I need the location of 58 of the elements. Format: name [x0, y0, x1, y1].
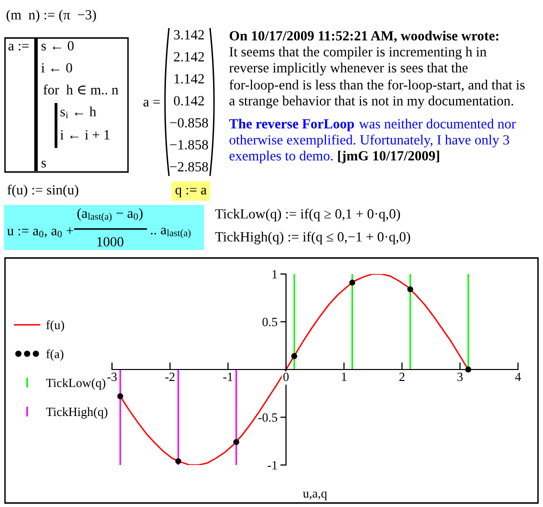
text: TickLow(q) := if(q ≥ 0,1 + 0·q,0) [215, 208, 400, 222]
text: .. a$_{last(a)}$ [150, 228, 191, 238]
legend-label: TickLow(q) [46, 378, 106, 390]
text: 1000 [97, 237, 124, 246]
text: −0.858 [170, 118, 208, 128]
text: −1.858 [170, 140, 208, 150]
point [233, 439, 240, 446]
legend-label: f(a) [46, 349, 64, 361]
text: 3.142 [174, 30, 204, 40]
y-tick-label: -0.5 [258, 413, 278, 422]
point [407, 286, 414, 292]
x-tick-label: -2 [165, 372, 175, 381]
x-tick-label: 4 [515, 372, 521, 381]
x-tick-label: -3 [107, 372, 117, 382]
text: (m n) := (π −3) [6, 10, 96, 22]
text: It seems that the compiler is incrementing h in [230, 46, 486, 60]
x-tick-label: -1 [223, 372, 232, 381]
x-tick-label: 0 [283, 372, 289, 382]
text: a := [8, 44, 29, 51]
point [349, 280, 356, 286]
y-tick-label: 1 [272, 270, 277, 278]
x-tick-label: 3 [457, 372, 463, 382]
y-tick-label: 0.5 [262, 318, 278, 326]
text: 2.142 [174, 52, 204, 62]
text: q := a [176, 188, 207, 198]
x-tick-label: 2 [399, 372, 404, 381]
x-tick-label: 1 [342, 372, 346, 381]
text: s [42, 160, 46, 168]
text: for-loop-end is less than the for-loop-start, and that is [229, 80, 525, 92]
text: 0.142 [174, 96, 204, 106]
legend-label: TickHigh(q) [46, 407, 108, 419]
text: i ← i + 1 [60, 130, 110, 140]
text: TickHigh(q) := if(q ≤ 0,−1 + 0·q,0) [215, 232, 410, 244]
point [465, 366, 472, 372]
text: s$_{i}$ ← h [60, 106, 96, 118]
text: u := a$_{0}$, a$_{0}$ + [7, 227, 74, 238]
point [175, 458, 182, 464]
text: s ← 0 [42, 41, 74, 50]
text: The reverse ForLoop [229, 118, 354, 132]
text: i ← 0 [41, 63, 72, 72]
text: a strange behavior that is not in my documentation. [229, 96, 514, 108]
text: for h ∈ m.. n [43, 84, 118, 95]
text: exemples to demo. [230, 150, 333, 164]
x-axis-title: u,a,q [303, 492, 327, 500]
y-tick-label: -1 [268, 461, 277, 470]
text: reverse implicitly whenever is sees that the [229, 62, 468, 76]
text: On 10/17/2009 11:52:21 AM, woodwise wrote: [230, 30, 498, 42]
text: f(u) := sin(u) [7, 184, 78, 198]
text: (a$_{last(a)}$ − a$_{0}$) [77, 208, 143, 222]
text: −2.858 [170, 162, 208, 172]
text: was neither documented nor [359, 118, 516, 128]
text: [jmG 10/17/2009] [338, 150, 440, 164]
text: 1.142 [174, 74, 204, 84]
point [117, 393, 124, 400]
point [291, 353, 298, 360]
legend-label: f(u) [46, 320, 64, 332]
text: otherwise exemplified. Ufortunately, I have only 3 [230, 134, 510, 148]
text: a = [143, 100, 160, 106]
